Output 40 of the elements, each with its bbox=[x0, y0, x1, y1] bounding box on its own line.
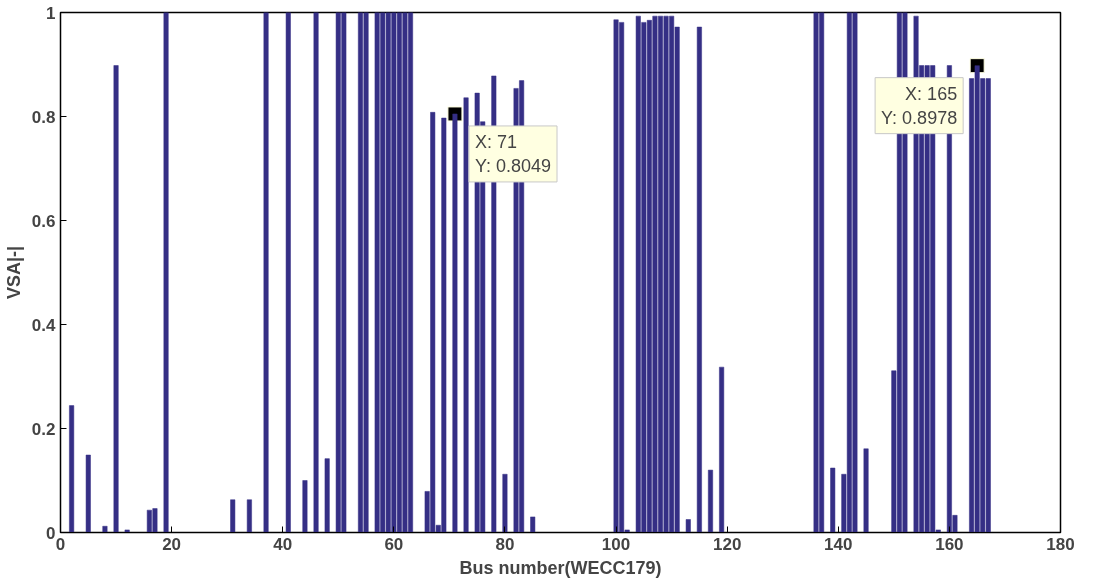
x-tick-label: 120 bbox=[712, 534, 742, 554]
bar bbox=[69, 405, 75, 533]
bar bbox=[502, 474, 508, 533]
bar bbox=[324, 458, 330, 533]
bar bbox=[102, 526, 108, 533]
bar bbox=[863, 448, 869, 533]
bar bbox=[124, 529, 130, 533]
bar bbox=[708, 469, 713, 533]
bar bbox=[685, 519, 691, 533]
x-tick-label: 140 bbox=[824, 534, 853, 554]
bar bbox=[696, 26, 702, 533]
bar bbox=[302, 480, 308, 533]
bar bbox=[285, 12, 291, 533]
y-tick-label: 0.8 bbox=[31, 107, 56, 127]
y-tick-label: 0.4 bbox=[31, 315, 57, 335]
x-tick-label: 100 bbox=[601, 534, 631, 554]
bar bbox=[113, 65, 119, 533]
bar bbox=[530, 516, 536, 533]
x-tick-label: 40 bbox=[273, 534, 293, 554]
x-tick-label: 180 bbox=[1046, 534, 1075, 554]
annotation: X: 71 Y: 0.8049 bbox=[474, 131, 552, 176]
y-tick-label: 1 bbox=[46, 3, 56, 23]
x-tick-label: 20 bbox=[162, 534, 182, 554]
annotation: X: 165 Y: 0.8978 bbox=[881, 83, 958, 128]
y-tick-label: 0.6 bbox=[31, 211, 56, 231]
bar bbox=[830, 467, 836, 533]
bar bbox=[463, 97, 469, 533]
x-axis-title: Bus number(WECC179) bbox=[459, 557, 662, 578]
x-tick-label: 80 bbox=[495, 534, 515, 554]
y-axis-title: VSA|-| bbox=[3, 245, 24, 300]
bar bbox=[313, 12, 319, 533]
x-tick-label: 60 bbox=[384, 534, 404, 554]
bar bbox=[719, 366, 725, 533]
y-tick-label: 0.2 bbox=[31, 419, 56, 439]
bar bbox=[85, 454, 91, 533]
bar bbox=[230, 499, 236, 533]
x-tick-label: 160 bbox=[935, 534, 964, 554]
bar bbox=[246, 499, 252, 533]
bar bbox=[163, 12, 169, 533]
bar bbox=[263, 12, 269, 533]
